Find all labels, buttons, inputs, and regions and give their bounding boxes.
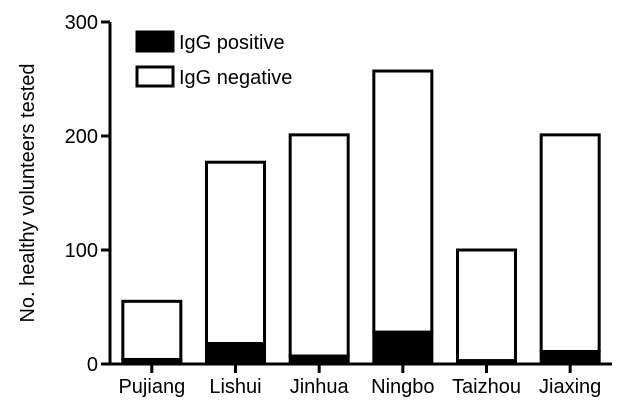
x-tick-label: Jinhua [290,376,350,398]
x-tick-label: Pujiang [118,376,185,398]
legend-swatch [135,65,175,88]
bar-segment-igg-positive [205,341,266,366]
legend-label: IgG positive [179,32,285,54]
y-tick-label: 200 [65,126,98,148]
bar-segment-igg-negative [539,133,601,353]
x-tick-label: Ningbo [371,376,434,398]
bar-segment-igg-negative [456,248,517,363]
bar-segment-igg-positive [372,330,434,366]
bar-segment-igg-negative [288,133,350,358]
bar-segment-igg-negative [372,69,434,334]
x-tick-label: Taizhou [452,376,521,398]
bar-segment-igg-negative [205,160,266,345]
y-axis-title: No. healthy volunteers tested [17,63,39,322]
y-tick-label: 100 [65,240,98,262]
legend: IgG positive IgG negative [135,30,292,89]
x-tick-label: Lishui [209,376,261,398]
legend-label: IgG negative [179,67,292,89]
bars [121,69,601,366]
y-tick-label: 300 [65,12,98,34]
y-tick-label: 0 [87,354,98,376]
legend-swatch [135,30,175,53]
x-tick-label: Jiaxing [539,376,601,398]
bar-segment-igg-negative [121,299,183,361]
bar-segment-igg-positive [539,349,601,366]
axes: 0 100 200 300 No. healthy volunteers tested P… [17,12,612,398]
